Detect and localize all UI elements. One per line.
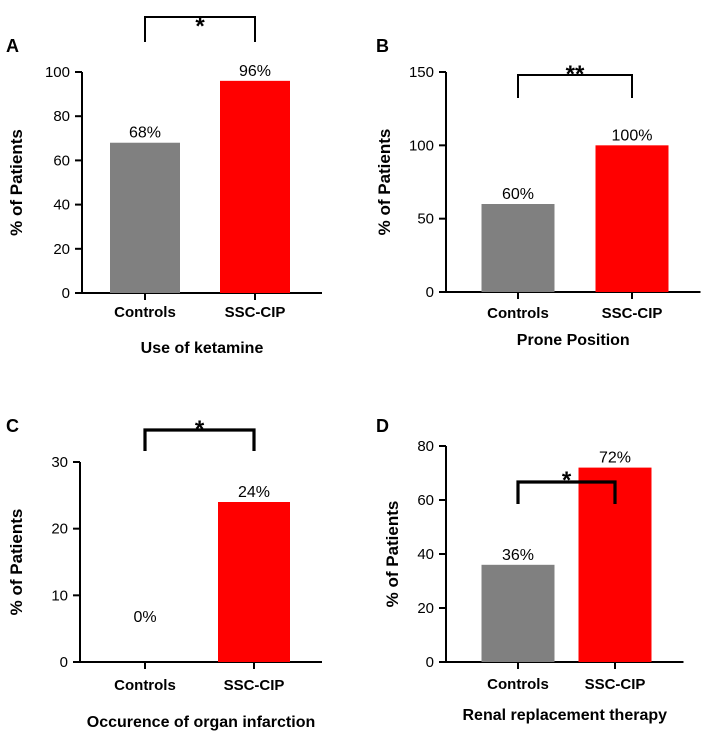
- y-tick-label: 100: [409, 137, 434, 154]
- y-tick-label: 80: [53, 108, 70, 125]
- x-axis-label: Occurence of organ infarction: [87, 714, 315, 731]
- panel-letter: C: [6, 416, 19, 436]
- data-label: 96%: [239, 63, 271, 80]
- y-tick-label: 40: [53, 197, 70, 214]
- panel-letter: B: [376, 36, 389, 56]
- y-tick-label: 40: [417, 546, 434, 563]
- significance-marker: *: [195, 416, 205, 443]
- y-tick-label: 60: [417, 492, 434, 509]
- significance-marker: *: [562, 467, 572, 494]
- x-tick-label: Controls: [487, 676, 549, 693]
- data-label: 72%: [599, 450, 631, 467]
- data-label: 60%: [502, 186, 534, 203]
- bar-ssc-cip: [595, 145, 669, 292]
- y-axis-label: % of Patients: [375, 129, 394, 236]
- y-tick-label: 50: [417, 211, 434, 228]
- y-tick-label: 20: [51, 521, 68, 538]
- significance-marker: *: [195, 13, 205, 40]
- data-label: 36%: [502, 547, 534, 564]
- significance-marker: **: [566, 61, 585, 88]
- bar-ssc-cip: [218, 502, 290, 662]
- chart-panel-c: C % of Patients 0 10 20 30 0% Controls 24% SSC-CI…: [6, 416, 322, 731]
- y-tick-label: 20: [417, 600, 434, 617]
- y-tick-label: 150: [409, 64, 434, 81]
- bar-controls: [481, 564, 555, 662]
- data-label: 0%: [133, 609, 156, 626]
- x-axis-label: Use of ketamine: [141, 340, 264, 357]
- y-tick-label: 0: [62, 285, 70, 302]
- y-tick-label: 20: [53, 241, 70, 258]
- data-label: 24%: [238, 484, 270, 501]
- x-tick-label: Controls: [114, 677, 176, 694]
- y-tick-label: 100: [45, 64, 70, 81]
- bar-ssc-cip: [220, 80, 290, 293]
- chart-panel-b: B % of Patients 0 50 100 150 60% Controls 100% SS…: [375, 36, 701, 349]
- x-tick-label: SSC-CIP: [224, 677, 285, 694]
- x-tick-label: Controls: [487, 305, 549, 322]
- y-tick-label: 10: [51, 587, 68, 604]
- y-tick-label: 0: [426, 654, 434, 671]
- x-axis-label: Renal replacement therapy: [462, 707, 667, 724]
- y-axis-label: % of Patients: [7, 509, 26, 616]
- x-axis-label: Prone Position: [517, 332, 630, 349]
- significance-bracket: [143, 428, 256, 451]
- y-tick-label: 30: [51, 454, 68, 471]
- significance-bracket: [144, 16, 256, 42]
- bar-controls: [481, 204, 555, 292]
- y-tick-label: 0: [426, 284, 434, 301]
- y-axis-label: % of Patients: [383, 501, 402, 608]
- panel-letter: D: [376, 416, 389, 436]
- significance-bracket: [516, 480, 617, 504]
- panel-letter: A: [6, 36, 19, 56]
- data-label: 100%: [612, 127, 653, 144]
- x-tick-label: SSC-CIP: [602, 305, 663, 322]
- chart-panel-d: D % of Patients 0 20 40 60 80 36% Controls 72% SSC…: [376, 416, 684, 724]
- y-axis-label: % of Patients: [7, 129, 26, 236]
- x-tick-label: Controls: [114, 304, 176, 321]
- x-tick-label: SSC-CIP: [585, 676, 646, 693]
- x-tick-label: SSC-CIP: [225, 304, 286, 321]
- significance-bracket: [517, 74, 633, 98]
- data-label: 68%: [129, 125, 161, 142]
- y-tick-label: 60: [53, 152, 70, 169]
- y-tick-label: 80: [417, 438, 434, 455]
- chart-panel-a: A % of Patients 0 20 40 60 80 100 68% Controls 96%…: [6, 13, 322, 357]
- y-tick-label: 0: [60, 654, 68, 671]
- bar-controls: [110, 142, 180, 293]
